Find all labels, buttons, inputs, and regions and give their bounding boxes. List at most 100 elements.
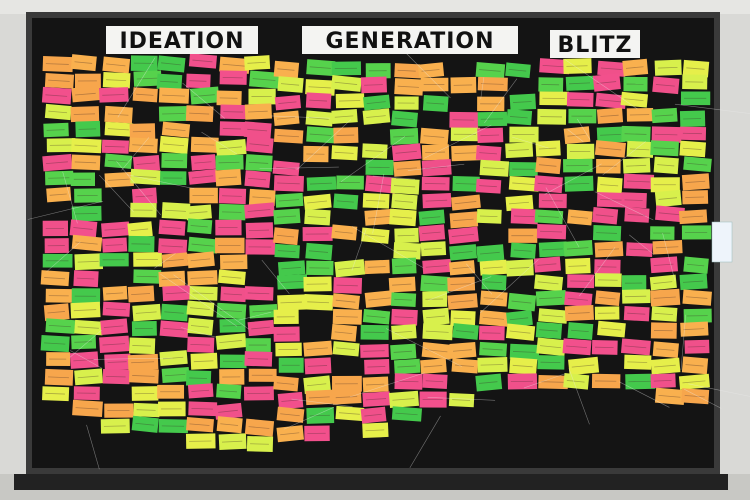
note-scribble bbox=[479, 251, 500, 255]
string bbox=[99, 174, 134, 213]
note-scribble bbox=[44, 277, 65, 280]
note-paper bbox=[334, 259, 366, 278]
note-paper bbox=[73, 270, 99, 288]
note-scribble bbox=[454, 201, 477, 205]
sticky-note bbox=[69, 219, 98, 238]
note-scribble bbox=[394, 117, 414, 121]
note-paper bbox=[248, 88, 276, 105]
note-paper bbox=[650, 226, 675, 240]
sticky-note bbox=[102, 369, 130, 385]
sticky-note bbox=[332, 308, 363, 325]
note-scribble bbox=[509, 267, 530, 269]
note-scribble bbox=[307, 365, 328, 367]
note-paper bbox=[332, 293, 360, 310]
note-scribble bbox=[309, 133, 332, 136]
note-paper bbox=[475, 178, 502, 194]
note-paper bbox=[365, 159, 394, 176]
note-scribble bbox=[570, 216, 589, 219]
note-scribble bbox=[105, 308, 126, 311]
note-paper bbox=[243, 386, 274, 401]
note-scribble bbox=[653, 296, 676, 299]
note-paper bbox=[506, 259, 534, 277]
note-paper bbox=[244, 170, 271, 188]
sticky-note bbox=[451, 358, 479, 374]
sticky-note bbox=[681, 356, 709, 375]
string bbox=[568, 368, 590, 425]
sticky-note bbox=[567, 209, 593, 226]
note-scribble bbox=[73, 359, 95, 362]
note-scribble bbox=[165, 258, 184, 262]
sticky-note bbox=[189, 187, 218, 204]
note-scribble bbox=[335, 396, 358, 399]
sticky-note bbox=[477, 127, 504, 144]
note-scribble bbox=[48, 110, 68, 114]
string bbox=[680, 314, 687, 370]
note-paper bbox=[361, 227, 390, 244]
note-paper bbox=[564, 175, 594, 192]
note-paper bbox=[245, 222, 274, 239]
note-scribble bbox=[626, 180, 650, 183]
note-paper bbox=[306, 407, 335, 424]
sticky-note bbox=[391, 193, 418, 210]
sticky-note bbox=[273, 375, 299, 392]
note-scribble bbox=[425, 380, 444, 383]
sticky-note bbox=[421, 158, 452, 177]
note-scribble bbox=[479, 69, 501, 72]
sticky-note bbox=[276, 425, 305, 443]
note-paper bbox=[623, 306, 650, 322]
note-paper bbox=[133, 269, 162, 284]
note-paper bbox=[683, 156, 712, 173]
string bbox=[512, 136, 549, 149]
note-scribble bbox=[484, 281, 503, 284]
note-paper bbox=[331, 75, 362, 92]
sticky-note bbox=[216, 416, 243, 434]
note-paper bbox=[69, 219, 98, 238]
note-scribble bbox=[393, 185, 416, 188]
sticky-note bbox=[130, 168, 161, 186]
sticky-note bbox=[104, 403, 134, 418]
string bbox=[619, 381, 670, 408]
string bbox=[427, 397, 496, 401]
sticky-note bbox=[679, 126, 707, 141]
note-paper bbox=[391, 110, 419, 128]
sticky-note bbox=[596, 176, 623, 194]
note-paper bbox=[42, 153, 73, 172]
string bbox=[46, 241, 81, 272]
note-paper bbox=[394, 96, 419, 110]
note-paper bbox=[563, 373, 590, 390]
note-scribble bbox=[136, 162, 156, 165]
note-paper bbox=[479, 259, 508, 276]
note-paper bbox=[158, 401, 186, 417]
note-paper bbox=[273, 175, 305, 192]
note-paper bbox=[597, 320, 626, 338]
note-scribble bbox=[508, 201, 529, 205]
note-scribble bbox=[76, 277, 95, 280]
note-paper bbox=[420, 241, 447, 257]
note-scribble bbox=[422, 216, 441, 219]
note-paper bbox=[679, 126, 707, 141]
sticky-note bbox=[244, 103, 272, 120]
note-scribble bbox=[685, 180, 706, 183]
note-scribble bbox=[47, 311, 65, 314]
note-paper bbox=[131, 386, 159, 401]
note-paper bbox=[591, 373, 621, 389]
sticky-note bbox=[362, 143, 388, 159]
sticky-note bbox=[277, 391, 304, 410]
sticky-note bbox=[277, 260, 306, 276]
note-paper bbox=[681, 225, 712, 240]
note-scribble bbox=[480, 134, 500, 137]
sticky-note bbox=[596, 159, 621, 174]
note-paper bbox=[394, 227, 419, 244]
sticky-note bbox=[361, 227, 390, 244]
note-paper bbox=[306, 176, 337, 191]
note-scribble bbox=[654, 114, 674, 117]
note-scribble bbox=[423, 365, 443, 368]
sticky-note bbox=[621, 192, 647, 209]
note-paper bbox=[362, 108, 391, 125]
note-paper bbox=[563, 240, 593, 257]
sticky-note bbox=[476, 244, 505, 262]
note-scribble bbox=[424, 247, 442, 250]
sticky-note bbox=[594, 259, 621, 275]
note-scribble bbox=[190, 325, 209, 328]
note-scribble bbox=[567, 297, 588, 301]
